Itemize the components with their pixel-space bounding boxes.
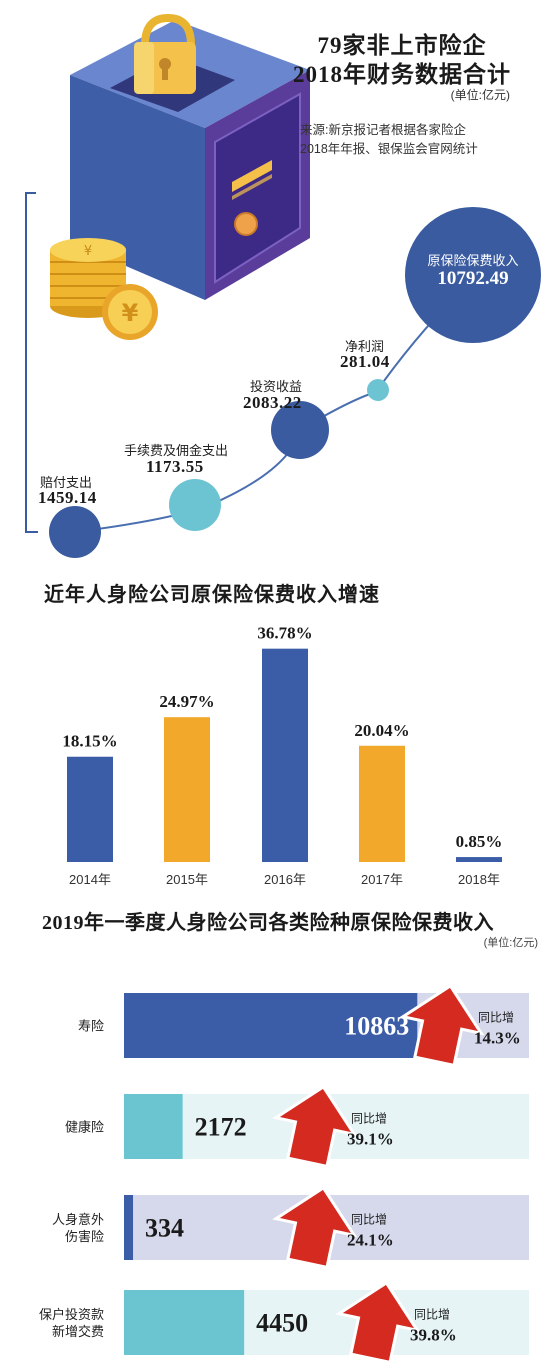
bar-2	[262, 648, 308, 862]
bracket-line	[25, 192, 38, 533]
category-chart-unit: (单位:亿元)	[483, 937, 538, 949]
circle-investment	[271, 401, 329, 459]
bar-1	[164, 717, 210, 862]
yuan-coin-icon: ¥	[102, 284, 158, 340]
svg-text:¥: ¥	[84, 244, 92, 259]
bar-2	[124, 1195, 134, 1260]
source-line1: 来源:新京报记者根据各家险企	[300, 123, 466, 137]
bar-value-label-1: 2172	[195, 1113, 247, 1142]
growth-label-2: 同比增	[351, 1213, 387, 1227]
category-label-3-1: 新增交费	[52, 1324, 104, 1339]
bar-value-label-4: 0.85%	[456, 832, 503, 851]
summary-unit: (单位:亿元)	[450, 88, 510, 102]
up-arrow-icon-2	[272, 1185, 358, 1270]
source-line2: 2018年年报、银保监会官网统计	[300, 142, 478, 156]
summary-title-line2: 2018年财务数据合计	[293, 62, 511, 87]
bar-3	[359, 745, 405, 862]
bar-0	[67, 756, 113, 862]
bar-value-label-1: 24.97%	[159, 692, 214, 711]
claims-label: 赔付支出	[40, 475, 93, 490]
growth-value-3: 39.8%	[410, 1326, 457, 1345]
premium-income-value: 10792.49	[437, 268, 509, 289]
safe-box-illustration: ¥ ¥	[25, 13, 541, 558]
x-tick-label-1: 2015年	[166, 872, 208, 887]
x-tick-label-3: 2017年	[361, 872, 403, 887]
padlock-shackle	[141, 13, 195, 46]
growth-label-3: 同比增	[414, 1308, 450, 1322]
safe-dial	[234, 212, 258, 236]
commission-label: 手续费及佣金支出	[124, 443, 229, 458]
net-profit-label: 净利润	[345, 339, 385, 354]
category-label-1-0: 健康险	[65, 1120, 104, 1135]
bar-value-label-2: 334	[145, 1214, 184, 1243]
bar-0	[124, 993, 418, 1058]
bar-4	[456, 857, 502, 862]
growth-label-0: 同比增	[478, 1011, 514, 1025]
bar-value-label-0: 10863	[344, 1012, 409, 1041]
safe-door	[214, 92, 301, 284]
category-label-0-0: 寿险	[78, 1019, 104, 1034]
growth-value-2: 24.1%	[347, 1231, 394, 1250]
summary-title-line1: 79家非上市险企	[317, 33, 487, 58]
bar-value-label-3: 4450	[256, 1309, 308, 1338]
up-arrow-icon-3	[335, 1280, 421, 1362]
x-tick-label-4: 2018年	[458, 872, 500, 887]
growth-label-1: 同比增	[351, 1112, 387, 1126]
x-tick-label-0: 2014年	[69, 872, 111, 887]
investment-value: 2083.22	[243, 393, 302, 412]
up-arrow-icon-0	[399, 983, 485, 1068]
premium-income-label: 原保险保费收入	[427, 253, 519, 268]
category-chart-title: 2019年一季度人身险公司各类险种原保险保费收入	[42, 912, 494, 934]
svg-text:¥: ¥	[122, 299, 139, 327]
bar-value-label-3: 20.04%	[354, 721, 409, 740]
commission-value: 1173.55	[146, 457, 204, 476]
growth-value-1: 39.1%	[347, 1130, 394, 1149]
growth-value-0: 14.3%	[474, 1029, 521, 1048]
bar-value-label-2: 36.78%	[257, 624, 312, 643]
x-tick-label-2: 2016年	[264, 872, 306, 887]
financial-summary-section: ¥ ¥ 79家非上市险企 2018年财务数据合计 (单位:亿元) 来源:新京报记…	[0, 0, 550, 560]
safe-label-plate	[232, 160, 272, 192]
growth-chart-title: 近年人身险公司原保险保费收入增速	[44, 584, 380, 606]
category-label-2-0: 人身意外	[52, 1212, 104, 1227]
up-arrow-icon-1	[272, 1084, 358, 1169]
bar-3	[124, 1290, 245, 1355]
claims-value: 1459.14	[38, 488, 97, 507]
bar-1	[124, 1094, 183, 1159]
investment-label: 投资收益	[250, 379, 303, 394]
net-profit-value: 281.04	[340, 352, 390, 371]
category-label-3-0: 保户投资款	[39, 1307, 104, 1322]
circle-premium-income	[405, 207, 541, 343]
circle-commission	[169, 479, 221, 531]
growth-bar-chart: 18.15% 2014年 24.97% 2015年 36.78% 2016年 20.04% 2…	[62, 624, 503, 887]
circle-claims	[49, 506, 101, 558]
bar-value-label-0: 18.15%	[62, 732, 117, 751]
circle-net-profit	[367, 379, 389, 401]
summary-source: 来源:新京报记者根据各家险企 2018年年报、银保监会官网统计	[300, 121, 530, 159]
category-label-2-1: 伤害险	[65, 1229, 104, 1244]
